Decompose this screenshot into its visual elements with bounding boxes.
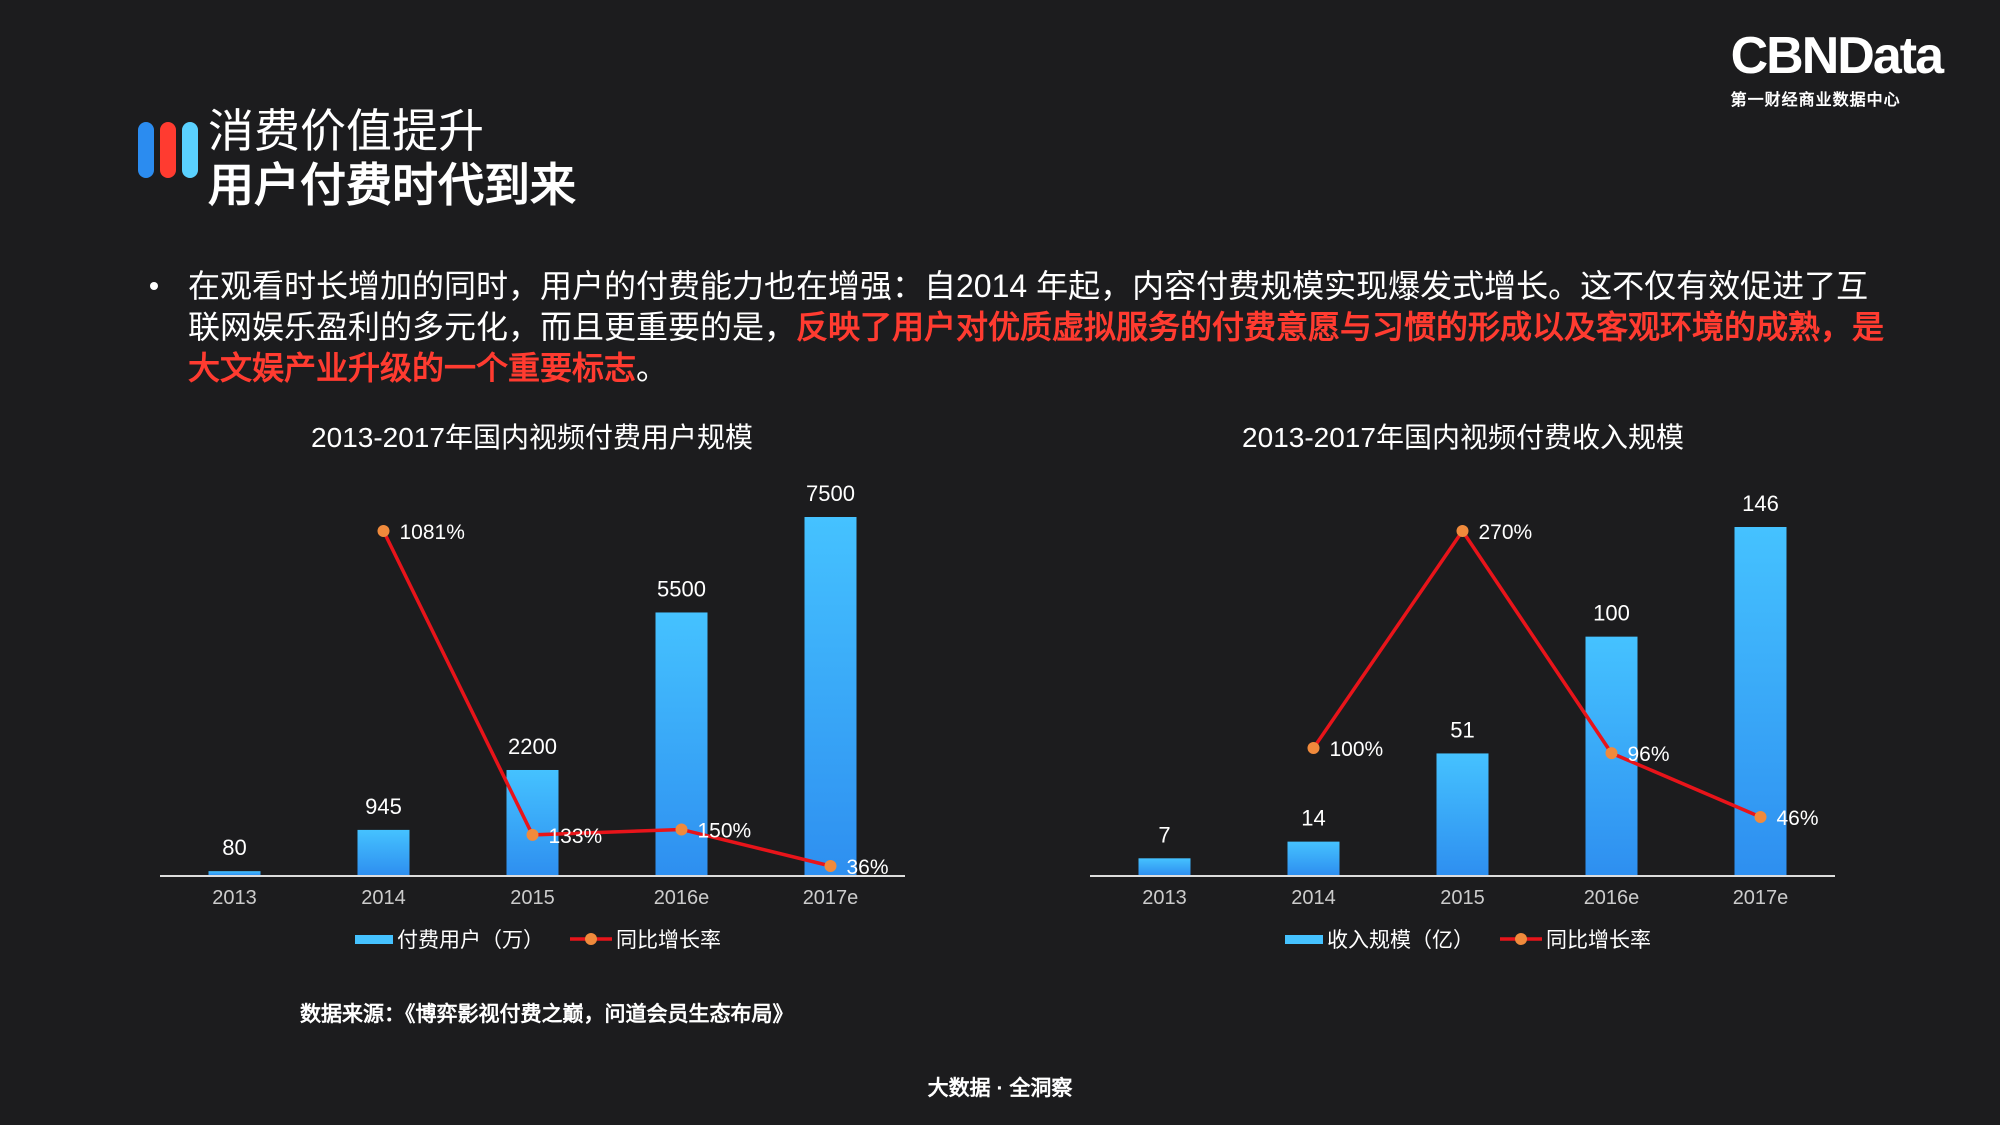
growth-point-2014	[377, 525, 390, 537]
growth-point-2017e	[824, 860, 837, 872]
data-source-note: 数据来源：《博弈影视付费之巅，问道会员生态布局》	[300, 1003, 794, 1026]
bar-2014	[1287, 841, 1340, 875]
footer-slogan: 大数据 · 全洞察	[927, 1077, 1073, 1100]
page-subtitle: 用户付费时代到来	[208, 159, 576, 211]
accent-bar-blue	[138, 122, 154, 178]
x-tick-label: 2013	[1142, 887, 1187, 909]
bar-label: 2200	[508, 734, 557, 759]
title-accent-bars-icon	[138, 122, 202, 178]
accent-bar-red	[160, 122, 176, 178]
chart-title: 2013-2017年国内视频付费收入规模	[1242, 422, 1684, 453]
legend-bar-swatch	[1285, 935, 1323, 944]
bar-2015	[1436, 753, 1489, 875]
growth-label: 1081%	[400, 521, 465, 544]
accent-bar-cyan	[182, 122, 198, 178]
bar-label: 51	[1450, 717, 1474, 742]
growth-point-2015	[526, 828, 539, 841]
growth-line	[1312, 527, 1762, 819]
x-tick-label: 2014	[361, 887, 406, 909]
x-tick-label: 2013	[212, 887, 257, 909]
growth-point-2016e	[675, 823, 688, 836]
bar-2015	[506, 769, 559, 875]
x-tick-label: 2015	[1440, 887, 1485, 909]
bar-2013	[208, 871, 261, 875]
growth-label: 36%	[847, 856, 889, 879]
cbndata-logo: CBNData 第一财经商业数据中心	[1730, 27, 1944, 110]
growth-label: 96%	[1628, 743, 1670, 766]
chart-2: 2013-2017年国内视频付费收入规模 7 14 51 100 146 2013 2014 2…	[1090, 422, 1835, 952]
growth-label: 133%	[549, 825, 603, 848]
logo-tagline: 第一财经商业数据中心	[1730, 92, 1901, 109]
legend-line-label: 同比增长率	[1546, 929, 1651, 952]
chart-legend: 收入规模（亿） 同比增长率	[1285, 929, 1651, 952]
bullet-icon	[150, 282, 158, 290]
legend-bar-swatch	[355, 935, 393, 944]
growth-line	[381, 530, 831, 868]
summary-end: 。	[636, 350, 669, 386]
summary-highlight: 反映了用户对优质虚拟服务的付费意愿与习惯的形成以及客观环境的成熟，是大文娱产业升…	[188, 309, 1885, 386]
page-title: 消费价值提升	[208, 105, 484, 157]
growth-point-2017e	[1754, 811, 1767, 823]
x-tick-label: 2016e	[1584, 887, 1640, 909]
growth-point-2014	[1307, 742, 1320, 755]
x-tick-label: 2017e	[803, 887, 859, 909]
x-tick-label: 2015	[510, 887, 555, 909]
legend-line-marker	[585, 933, 597, 945]
bar-label: 5500	[657, 576, 706, 601]
chart-legend: 付费用户（万） 同比增长率	[355, 929, 721, 952]
bar-label: 945	[365, 794, 402, 819]
bar-label: 7	[1158, 822, 1170, 847]
bar-label: 80	[222, 835, 246, 860]
growth-point-2016e	[1605, 747, 1618, 760]
growth-label: 100%	[1330, 738, 1384, 761]
growth-point-2015	[1456, 525, 1469, 537]
legend-bar-label: 收入规模（亿）	[1327, 929, 1474, 952]
bar-2017e	[804, 517, 857, 875]
bar-2014	[357, 829, 410, 875]
summary-paragraph: 在观看时长增加的同时，用户的付费能力也在增强：自2014 年起，内容付费规模实现…	[188, 266, 1888, 389]
x-tick-label: 2016e	[654, 887, 710, 909]
legend-bar-label: 付费用户（万）	[397, 929, 544, 952]
bar-label: 146	[1742, 491, 1779, 516]
growth-label: 46%	[1777, 807, 1819, 830]
bar-label: 100	[1593, 601, 1630, 626]
legend-line-marker	[1515, 933, 1527, 945]
growth-label: 270%	[1479, 521, 1533, 544]
growth-label: 150%	[698, 819, 752, 842]
bar-label: 7500	[806, 481, 855, 506]
summary-text: 在观看时长增加的同时，用户的付费能力也在增强：自2014 年起，内容付费规模实现…	[188, 268, 1869, 345]
bar-label: 14	[1301, 806, 1325, 831]
legend-line-label: 同比增长率	[616, 929, 721, 952]
chart-1: 2013-2017年国内视频付费用户规模 80 945 2200 5500 7500 201…	[160, 422, 905, 952]
x-tick-label: 2017e	[1733, 887, 1789, 909]
chart-title: 2013-2017年国内视频付费用户规模	[311, 422, 753, 453]
bar-2013	[1138, 858, 1191, 875]
logo-wordmark: CBNData	[1730, 27, 1944, 85]
x-tick-label: 2014	[1291, 887, 1336, 909]
